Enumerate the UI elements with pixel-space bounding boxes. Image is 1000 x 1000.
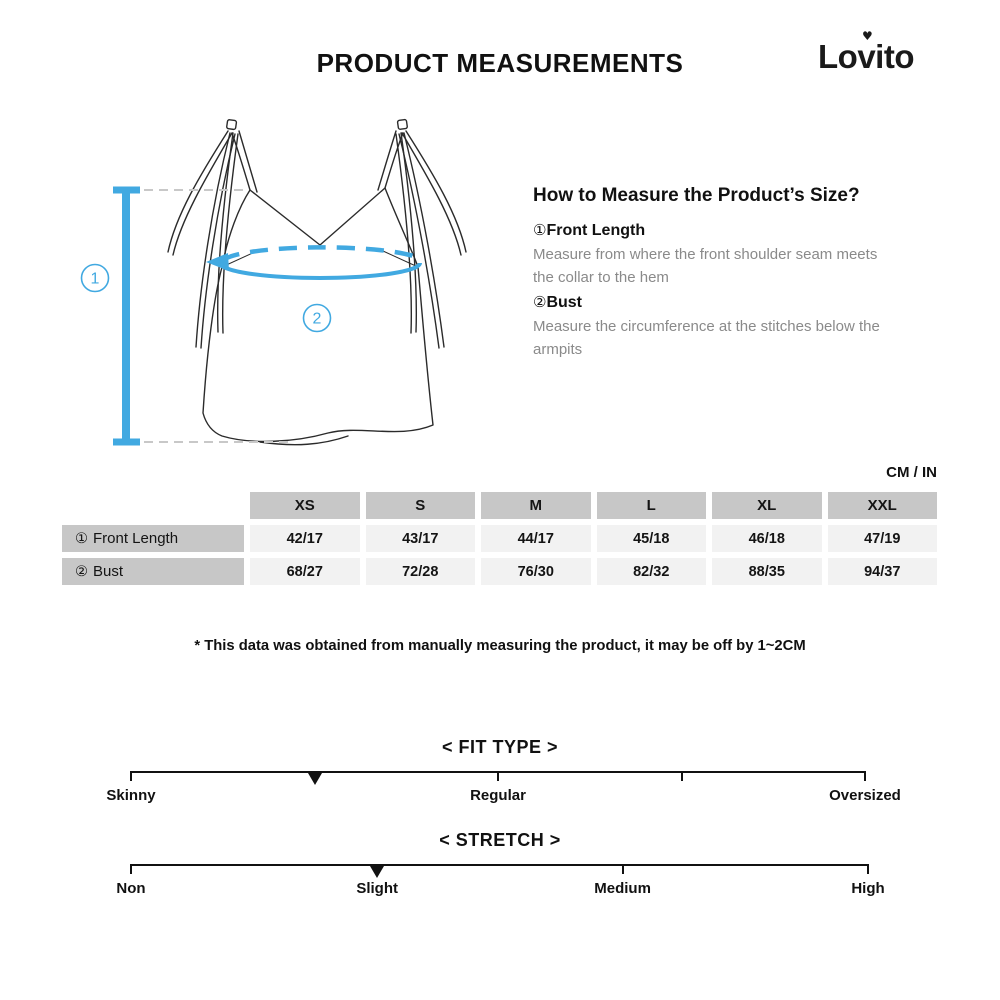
- col-header-s: S: [365, 492, 475, 519]
- stretch-marker-icon: [370, 866, 385, 878]
- circled-1-icon: ①: [75, 530, 88, 547]
- stretch-scale-line: [131, 864, 868, 866]
- scale-tick: [621, 864, 624, 874]
- table-cell: 88/35: [712, 558, 822, 585]
- garment-drawing: [167, 118, 467, 446]
- how-to-title: How to Measure the Product’s Size?: [533, 185, 860, 206]
- fit-label-skinny: Skinny: [106, 787, 156, 804]
- table-cell: 46/18: [712, 525, 822, 552]
- bust-measure-ellipse: [206, 245, 422, 280]
- row-label-bust: ② Bust: [62, 558, 244, 585]
- garment-diagram: 1 2: [80, 118, 467, 446]
- units-label: CM / IN: [886, 464, 937, 481]
- circled-1-icon: ①: [533, 221, 547, 239]
- bust-badge: 2: [302, 303, 332, 333]
- how-to-item-front-length: ①Front Length: [533, 221, 646, 239]
- col-header-xxl: XXL: [827, 492, 937, 519]
- stretch-scale: Non Slight Medium High: [116, 864, 885, 904]
- brand-logo-text: Lovito: [818, 38, 914, 75]
- stretch-label-high: High: [851, 880, 885, 897]
- logo-heart-icon: ♥: [862, 29, 873, 43]
- fit-label-oversized: Oversized: [829, 787, 901, 804]
- scale-tick: [497, 771, 499, 781]
- fit-type-marker-icon: [307, 773, 322, 785]
- front-length-badge-number: 1: [91, 271, 100, 288]
- how-to-item-bust: ②Bust: [533, 293, 583, 311]
- table-corner-cell: [62, 492, 244, 519]
- scale-tick: [864, 771, 866, 781]
- table-header-row: XS S M L XL XXL: [62, 492, 937, 519]
- table-cell: 42/17: [250, 525, 360, 552]
- bust-description: Measure the circumference at the stitche…: [533, 318, 880, 358]
- size-table: XS S M L XL XXL ① Front Length 42/17 43/…: [62, 492, 937, 591]
- bust-badge-number: 2: [313, 311, 322, 328]
- front-length-description: Measure from where the front shoulder se…: [533, 246, 878, 286]
- disclaimer-note: * This data was obtained from manually m…: [194, 638, 806, 654]
- scale-tick: [867, 864, 869, 874]
- table-cell: 72/28: [365, 558, 475, 585]
- front-length-badge: 1: [80, 263, 110, 293]
- stretch-label-non: Non: [116, 880, 146, 897]
- table-cell: 76/30: [481, 558, 591, 585]
- page-title: PRODUCT MEASUREMENTS: [316, 48, 684, 78]
- table-cell: 47/19: [827, 525, 937, 552]
- table-row-bust: ② Bust 68/27 72/28 76/30 82/32 88/35 94/…: [62, 558, 937, 585]
- measurement-overlay: 1 2: [80, 186, 422, 446]
- stretch-title: < STRETCH >: [439, 830, 561, 850]
- col-header-xl: XL: [712, 492, 822, 519]
- col-header-l: L: [596, 492, 706, 519]
- stretch-label-slight: Slight: [356, 880, 398, 897]
- scale-tick: [130, 771, 132, 781]
- row-label-front-length: ① Front Length: [62, 525, 244, 552]
- table-row-front-length: ① Front Length 42/17 43/17 44/17 45/18 4…: [62, 525, 937, 552]
- table-cell: 45/18: [596, 525, 706, 552]
- col-header-m: M: [481, 492, 591, 519]
- fit-type-title: < FIT TYPE >: [441, 737, 559, 757]
- circled-2-icon: ②: [533, 293, 547, 311]
- brand-logo: Lovito ♥: [818, 29, 914, 76]
- fit-label-regular: Regular: [470, 787, 526, 804]
- fit-type-scale: Skinny Regular Oversized: [106, 771, 901, 811]
- table-cell: 82/32: [596, 558, 706, 585]
- scale-tick: [680, 771, 683, 781]
- table-cell: 94/37: [827, 558, 937, 585]
- circled-2-icon: ②: [75, 563, 88, 580]
- stretch-label-medium: Medium: [594, 880, 651, 897]
- table-cell: 44/17: [481, 525, 591, 552]
- scale-tick: [130, 864, 132, 874]
- table-cell: 43/17: [365, 525, 475, 552]
- arrow-left-icon: [206, 253, 229, 271]
- table-cell: 68/27: [250, 558, 360, 585]
- col-header-xs: XS: [250, 492, 360, 519]
- how-to-section: How to Measure the Product’s Size? ①Fron…: [533, 185, 885, 365]
